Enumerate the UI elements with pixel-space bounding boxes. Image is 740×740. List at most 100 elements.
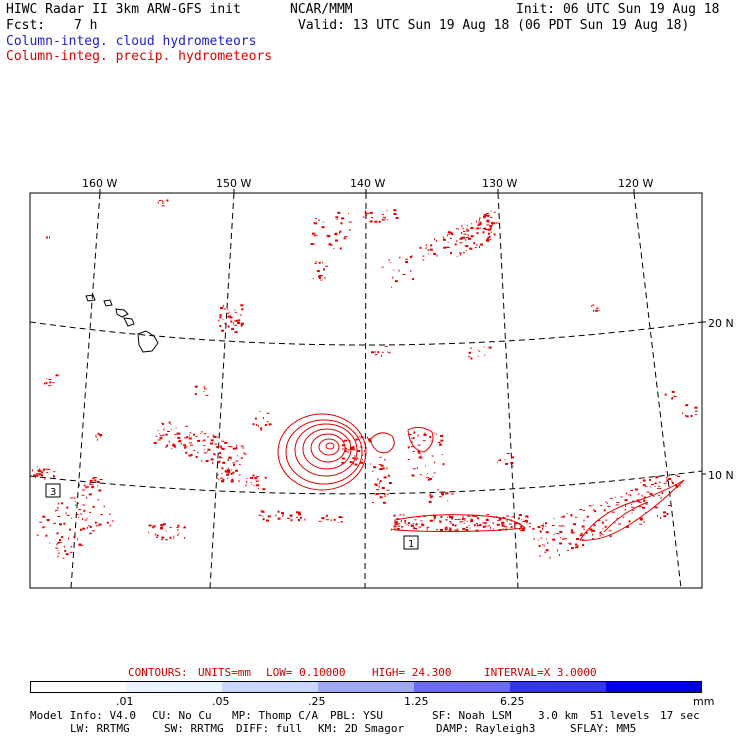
precip-cell: [609, 535, 612, 538]
precip-cell: [620, 496, 623, 498]
precip-cell: [250, 477, 254, 479]
precip-cell: [456, 528, 459, 530]
precip-cell: [227, 477, 228, 479]
precip-cell: [465, 230, 467, 232]
precip-cell: [222, 318, 224, 320]
precip-cell: [156, 536, 158, 538]
precip-cell: [227, 459, 229, 461]
precip-cell: [44, 382, 45, 385]
precip-cell: [374, 220, 378, 223]
precip-cell: [171, 448, 173, 450]
precip-cell: [420, 520, 423, 522]
precip-cell: [79, 528, 82, 531]
precip-cell: [262, 518, 265, 521]
colorbar-segment: [606, 681, 702, 693]
precip-cell: [245, 484, 247, 487]
precip-cell: [522, 520, 525, 522]
precip-cell: [382, 501, 386, 504]
precip-cell: [178, 532, 180, 534]
precip-cell: [600, 505, 603, 506]
meridian-140w: [364, 192, 367, 589]
precip-cell: [296, 511, 298, 514]
precip-cell: [221, 467, 224, 470]
precip-cell: [673, 395, 675, 398]
precip-cell: [298, 513, 301, 516]
precip-cell: [219, 316, 222, 319]
precip-cell: [243, 453, 247, 455]
precip-cell: [501, 523, 504, 525]
precip-cell: [205, 460, 209, 462]
precip-cell: [628, 494, 631, 496]
precip-cell: [97, 432, 100, 435]
precip-cell: [622, 516, 625, 518]
precip-cell: [362, 216, 365, 218]
precip-cell: [636, 500, 640, 503]
precip-cell: [167, 431, 170, 432]
precip-cell: [39, 468, 41, 471]
precip-cell: [235, 447, 238, 450]
precip-cell: [417, 452, 421, 454]
precip-cell: [364, 210, 366, 213]
precip-cell: [81, 494, 85, 496]
precip-cell: [440, 515, 443, 518]
precip-cell: [94, 521, 97, 524]
precip-cell: [514, 524, 516, 526]
precip-cell: [231, 469, 233, 471]
precip-cell: [172, 444, 176, 447]
precip-cell: [579, 534, 583, 537]
precip-cell: [354, 463, 358, 466]
precip-cell: [78, 543, 82, 546]
precip-cell: [441, 434, 443, 436]
precip-cell: [476, 524, 478, 527]
precip-cell: [349, 229, 351, 232]
precip-cell: [162, 423, 165, 425]
precip-cell: [528, 522, 531, 524]
precip-cell: [487, 237, 489, 240]
precip-cell: [432, 476, 434, 478]
precip-cell: [445, 492, 449, 495]
precip-cell: [671, 390, 675, 393]
precip-cell: [221, 329, 225, 332]
precip-cell: [609, 497, 613, 499]
precip-cell: [477, 224, 480, 226]
precip-cell: [366, 213, 370, 215]
precip-cell: [37, 466, 39, 468]
precip-cell: [277, 517, 281, 520]
precip-cell: [204, 449, 205, 451]
precip-cell: [227, 467, 229, 469]
precip-cell: [422, 259, 425, 261]
precip-cell: [180, 442, 182, 445]
precip-cell: [412, 278, 414, 281]
precip-cell: [694, 410, 698, 412]
precip-cell: [483, 214, 487, 217]
precip-cell: [463, 231, 465, 232]
precip-cell: [366, 447, 367, 449]
precip-cell: [173, 535, 175, 538]
precip-cell: [380, 464, 384, 467]
precip-cell: [639, 523, 643, 525]
precip-cell: [228, 311, 230, 313]
colorbar-segment: [318, 681, 414, 693]
precip-cell: [501, 524, 505, 527]
precip-cell: [658, 494, 661, 496]
precip-cell: [47, 468, 51, 470]
precip-cell: [492, 522, 494, 524]
precip-cell: [341, 448, 344, 450]
precip-cell: [49, 236, 50, 239]
precip-cell: [234, 309, 236, 311]
precip-cell: [592, 304, 595, 306]
precip-cell: [262, 488, 266, 491]
precip-cell: [449, 521, 452, 522]
precip-cell: [219, 452, 222, 455]
precip-cell: [364, 211, 367, 214]
precip-cell: [170, 429, 172, 431]
precip-cell: [82, 527, 86, 530]
meridian-150w: [209, 192, 235, 589]
precip-cell: [338, 516, 342, 518]
precip-cell: [341, 457, 345, 460]
precip-cell: [80, 513, 83, 515]
precip-cell: [596, 307, 599, 309]
precip-cell: [650, 486, 652, 488]
precip-cell: [68, 537, 69, 540]
precip-cell: [444, 528, 448, 531]
